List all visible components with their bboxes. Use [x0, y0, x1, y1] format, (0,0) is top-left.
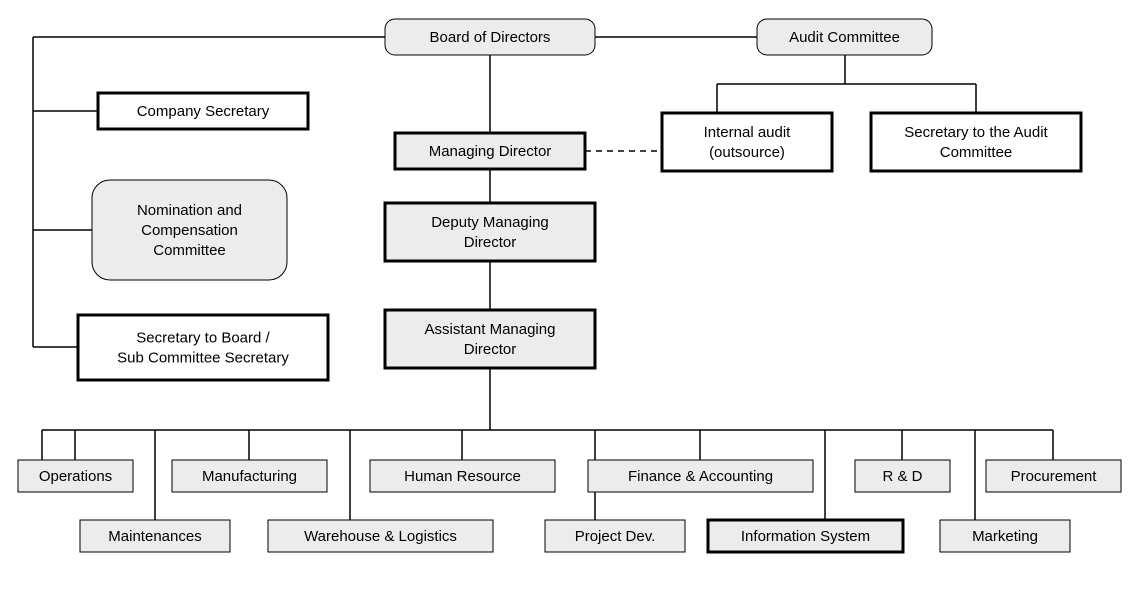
node-board: Board of Directors	[385, 19, 595, 55]
node-label-board: Board of Directors	[430, 29, 551, 46]
node-label-hr: Human Resource	[404, 468, 521, 485]
node-nomination: Nomination and Compensation Committee	[92, 180, 287, 280]
node-label-sec_audit: Secretary to the Audit	[904, 124, 1048, 141]
node-maintenances: Maintenances	[80, 520, 230, 552]
node-label-internal: (outsource)	[709, 144, 785, 161]
node-project: Project Dev.	[545, 520, 685, 552]
node-marketing: Marketing	[940, 520, 1070, 552]
node-manufacturing: Manufacturing	[172, 460, 327, 492]
node-audit: Audit Committee	[757, 19, 932, 55]
node-label-finance: Finance & Accounting	[628, 468, 773, 485]
node-label-manufacturing: Manufacturing	[202, 468, 297, 485]
node-label-assistant: Assistant Managing	[425, 321, 556, 338]
node-label-sec_board: Secretary to Board /	[136, 329, 270, 346]
node-label-warehouse: Warehouse & Logistics	[304, 528, 457, 545]
node-label-marketing: Marketing	[972, 528, 1038, 545]
node-label-sec_audit: Committee	[940, 144, 1013, 161]
node-label-operations: Operations	[39, 468, 112, 485]
node-sec_audit: Secretary to the Audit Committee	[871, 113, 1081, 171]
node-label-nomination: Committee	[153, 242, 226, 259]
node-label-managing: Managing Director	[429, 143, 552, 160]
node-internal: Internal audit (outsource)	[662, 113, 832, 171]
node-operations: Operations	[18, 460, 133, 492]
node-label-project: Project Dev.	[575, 528, 656, 545]
node-label-sec_board: Sub Committee Secretary	[117, 349, 289, 366]
node-rd: R & D	[855, 460, 950, 492]
node-warehouse: Warehouse & Logistics	[268, 520, 493, 552]
node-company_sec: Company Secretary	[98, 93, 308, 129]
node-managing: Managing Director	[395, 133, 585, 169]
node-deputy: Deputy Managing Director	[385, 203, 595, 261]
node-label-nomination: Nomination and	[137, 202, 242, 219]
node-label-nomination: Compensation	[141, 222, 238, 239]
node-procurement: Procurement	[986, 460, 1121, 492]
node-label-infosys: Information System	[741, 528, 870, 545]
node-infosys: Information System	[708, 520, 903, 552]
node-assistant: Assistant Managing Director	[385, 310, 595, 368]
node-sec_board: Secretary to Board / Sub Committee Secret…	[78, 315, 328, 380]
node-hr: Human Resource	[370, 460, 555, 492]
node-label-company_sec: Company Secretary	[137, 103, 270, 120]
node-label-audit: Audit Committee	[789, 29, 900, 46]
node-label-rd: R & D	[882, 468, 922, 485]
org-chart: Board of Directors Audit Committee Company…	[0, 0, 1138, 592]
node-label-deputy: Deputy Managing	[431, 214, 549, 231]
node-label-internal: Internal audit	[704, 124, 792, 141]
node-label-deputy: Director	[464, 234, 517, 251]
node-finance: Finance & Accounting	[588, 460, 813, 492]
node-label-assistant: Director	[464, 341, 517, 358]
node-label-maintenances: Maintenances	[108, 528, 201, 545]
node-label-procurement: Procurement	[1011, 468, 1098, 485]
